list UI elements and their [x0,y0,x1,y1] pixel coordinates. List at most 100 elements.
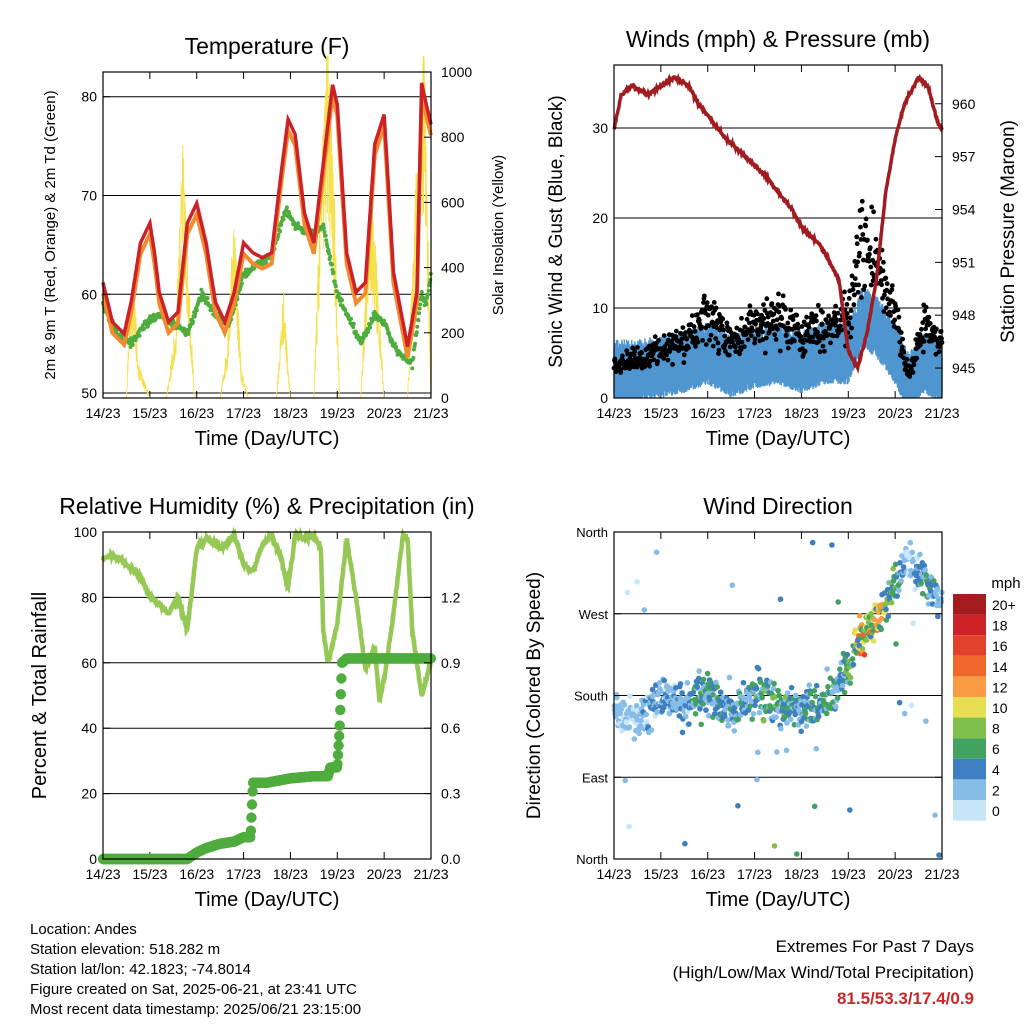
gust-point [774,317,780,323]
direction-point [856,612,863,619]
rain-point [332,749,344,761]
gust-point [901,349,907,355]
direction-point [677,681,684,687]
direction-point [829,542,835,548]
dewpoint-point [186,331,191,336]
x-tick-label: 16/23 [690,405,725,421]
gust-point [853,263,859,269]
y-tick-label-right: 957 [952,149,976,165]
extremes-values: 81.5/53.3/17.4/0.9 [836,989,974,1008]
gust-point [776,309,782,315]
dewpoint-point [418,302,423,307]
gust-point [726,352,732,358]
gust-point [852,292,857,298]
x-tick-label: 20/23 [878,866,913,882]
direction-point [775,687,781,694]
gust-point [681,360,687,365]
dewpoint-point [385,327,390,332]
gust-point [684,336,689,342]
gust-point [790,317,796,323]
x-tick-label: 18/23 [784,405,819,421]
y-tick-label-right: 951 [952,254,976,270]
gust-point [859,198,865,204]
gust-point [813,313,819,318]
gust-point [883,305,889,311]
x-tick-label: 21/23 [413,866,448,882]
direction-point [815,713,822,720]
rain-point [334,730,345,742]
gust-point [923,326,928,332]
direction-point [684,680,691,686]
direction-point [654,709,660,715]
gust-point [884,281,890,287]
dewpoint-point [417,311,421,316]
gust-point [911,362,917,368]
gust-point [664,352,669,358]
direction-point [802,710,809,717]
direction-point [703,707,709,713]
dewpoint-point [416,318,421,323]
dewpoint-point [287,211,292,215]
humidity-precip-panel: Relative Humidity (%) & Precipitation (i… [29,493,475,911]
y-tick-label: East [582,770,608,785]
x-tick-label: 15/23 [132,405,167,421]
direction-point [841,689,848,696]
gust-point [670,362,675,367]
gust-point [920,349,926,355]
gust-point [936,349,942,355]
dewpoint-point [334,289,339,294]
legend-label: 12 [992,679,1008,695]
gust-point [856,282,861,288]
direction-point [888,599,895,606]
direction-point [748,698,754,704]
gust-point [896,314,902,320]
direction-point [844,651,851,658]
dewpoint-point [329,262,334,267]
gust-point [724,320,730,326]
gust-point [738,347,744,352]
direction-point [735,716,742,723]
direction-point [792,692,799,699]
direction-point [627,693,633,699]
direction-point [784,720,790,726]
gust-point [919,335,925,341]
gust-point [779,316,785,321]
y-tick-label-right: 400 [441,260,465,276]
gust-point [744,316,750,322]
gust-point [846,321,852,327]
gust-point [634,364,640,370]
winds-pressure-panel: Winds (mph) & Pressure (mb) 14/23 15/23 16/… [546,26,1019,450]
direction-point [811,803,818,810]
y-tick-label: 40 [81,720,97,736]
dewpoint-point [296,221,301,226]
direction-point [643,711,650,718]
legend-label: 2 [992,782,1000,798]
legend-swatch [953,676,986,697]
gust-point [733,344,738,350]
gust-point [716,351,721,356]
gust-point [777,348,783,354]
direction-point [696,668,702,674]
gust-point [651,357,657,363]
direction-point [850,661,857,668]
direction-point [713,679,719,686]
x-tick-label: 15/23 [643,866,678,882]
direction-point [731,728,738,734]
direction-point [643,719,650,725]
gust-point [854,234,860,240]
gust-point [655,359,660,364]
gust-point [695,339,701,345]
gust-point [689,313,695,318]
y-axis-label-right: Station Pressure (Maroon) [998,120,1019,343]
gust-point [673,328,679,334]
temperature-panel: Temperature (F) 14/23 15/23 16/23 17/23 18/23… [42,33,507,450]
dewpoint-point [133,338,138,343]
y-tick-label: 20 [592,210,608,226]
gust-point [632,349,637,354]
direction-point [933,592,939,598]
dewpoint-point [417,306,422,311]
direction-point [656,680,663,686]
dewpoint-point [411,347,416,352]
dewpoint-point [279,222,284,227]
gust-point [723,349,728,354]
